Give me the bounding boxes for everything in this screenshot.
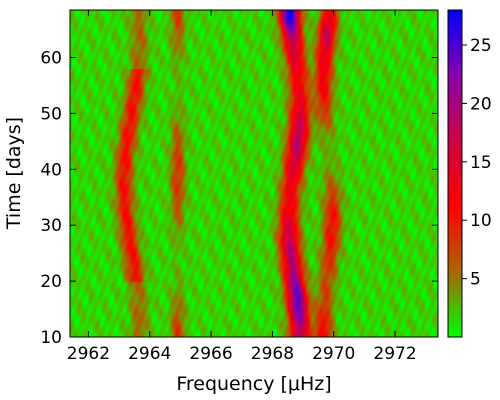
x-tick-label: 2964 [128,344,171,364]
x-axis-title: Frequency [μHz] [176,373,331,395]
x-tick-label: 2968 [251,344,294,364]
colorbar-axis: 5 10 15 20 25 [462,36,492,290]
y-tick-label: 60 [40,49,62,69]
x-axis: 2962 2964 2966 2968 2970 2972 [67,10,417,364]
y-axis-title: Time [days] [3,117,25,230]
x-tick-label: 2970 [312,344,355,364]
colorbar [447,9,463,338]
colorbar-tick-label: 10 [470,211,492,231]
x-tick-label: 2972 [373,344,416,364]
y-tick-label: 20 [40,272,62,292]
colorbar-tick-label: 25 [470,36,492,56]
plot-frame [69,9,439,338]
colorbar-tick-label: 15 [470,153,492,173]
y-tick-label: 30 [40,216,62,236]
y-tick-label: 10 [40,328,62,348]
y-tick-label: 40 [40,160,62,180]
x-tick-label: 2962 [67,344,110,364]
x-tick-label: 2966 [189,344,232,364]
y-tick-label: 50 [40,104,62,124]
colorbar-tick-label: 20 [470,94,492,114]
y-axis: 10 20 30 40 50 60 [40,49,438,348]
colorbar-tick-label: 5 [470,270,481,290]
heatmap-area [70,10,438,337]
